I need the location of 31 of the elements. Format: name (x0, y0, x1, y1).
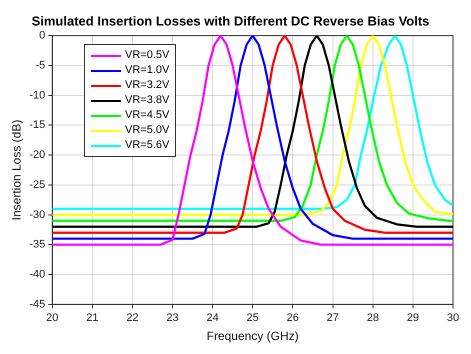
x-tick-label: 24 (206, 312, 219, 324)
y-tick-label: 0 (39, 30, 46, 42)
legend-label: VR=3.2V (125, 78, 170, 93)
x-tick-label: 26 (286, 312, 299, 324)
legend-label: VR=0.5V (125, 48, 170, 63)
y-tick-label: -15 (29, 119, 46, 132)
x-tick-label: 25 (246, 312, 259, 324)
legend-label: VR=1.0V (125, 63, 170, 78)
x-tick-label: 20 (46, 312, 58, 324)
x-tick-label: 21 (86, 312, 98, 324)
y-tick-label: -40 (29, 268, 46, 281)
y-tick-label: -5 (36, 60, 46, 72)
y-axis-title: Insertion Loss (dB) (10, 120, 24, 220)
chart-title: Simulated Insertion Losses with Different DC Reverse Bias Volts (32, 13, 430, 28)
x-tick-label: 27 (326, 312, 339, 324)
x-tick-label: 23 (166, 312, 179, 324)
x-tick-label: 29 (406, 312, 420, 324)
legend-label: VR=4.5V (125, 108, 170, 123)
y-tick-label: -35 (29, 238, 46, 251)
x-tick-label: 28 (366, 312, 379, 324)
x-axis-title: Frequency (GHz) (206, 329, 299, 344)
y-tick-label: -45 (29, 298, 46, 310)
legend-label: VR=3.8V (125, 93, 170, 108)
x-tick-label: 30 (446, 312, 460, 324)
y-tick-label: -25 (29, 178, 46, 191)
legend-label: VR=5.6V (125, 138, 170, 153)
y-tick-label: -10 (29, 89, 46, 102)
y-tick-label: -30 (29, 208, 46, 221)
x-tick-label: 22 (126, 312, 139, 324)
y-tick-label: -20 (29, 149, 46, 162)
legend-label: VR=5.0V (125, 123, 170, 138)
